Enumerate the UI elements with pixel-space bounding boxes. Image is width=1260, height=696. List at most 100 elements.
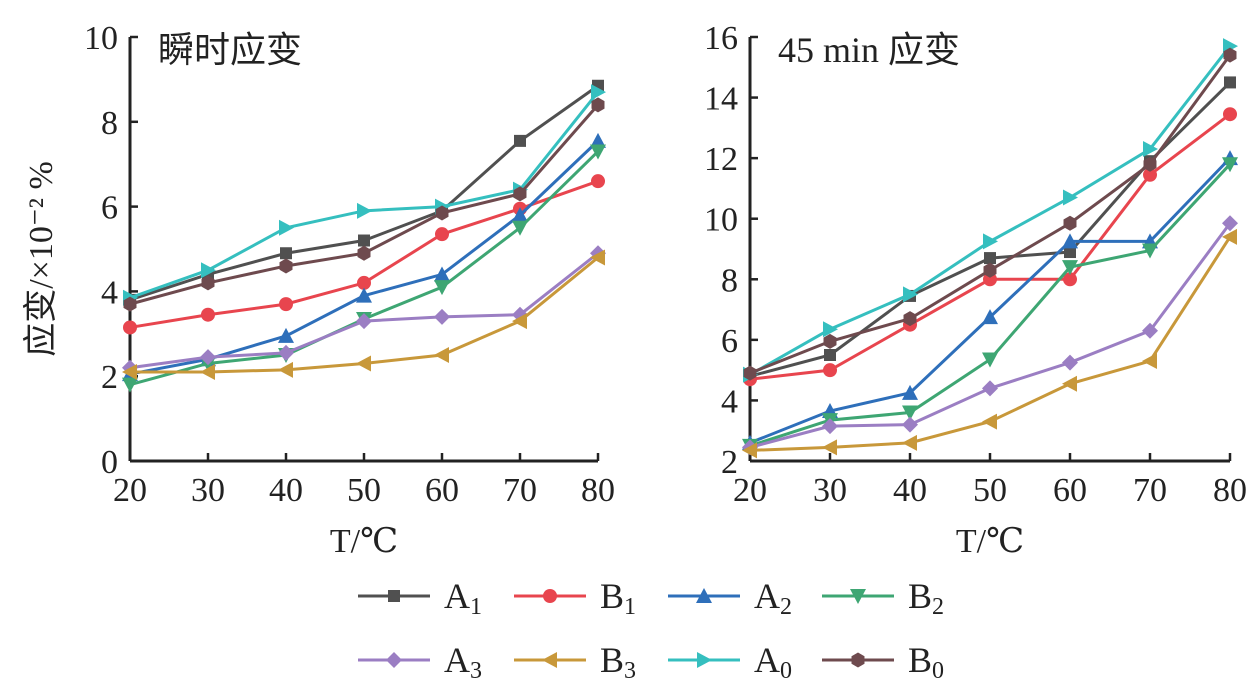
legend-label: A1 <box>444 576 482 620</box>
x-tick-label: 40 <box>269 472 303 509</box>
x-tick-label: 80 <box>1213 472 1247 509</box>
x-tick-label: 70 <box>1133 472 1167 509</box>
series-line <box>749 45 1232 376</box>
x-tick-label: 20 <box>113 472 147 509</box>
series-A0 <box>743 38 1238 383</box>
legend-entry: A3 <box>358 640 482 684</box>
legend-label: B3 <box>600 640 636 684</box>
data-point <box>513 186 527 202</box>
x-tick-label: 70 <box>503 472 537 509</box>
data-point <box>434 347 449 363</box>
legend-label: B1 <box>600 576 636 620</box>
data-point <box>356 287 372 303</box>
legend-marker <box>851 652 865 668</box>
y-tick-label: 8 <box>721 262 738 299</box>
legend-label: A2 <box>754 576 792 620</box>
y-tick-label: 12 <box>704 141 738 178</box>
y-tick-label: 6 <box>101 190 118 227</box>
data-point <box>591 174 605 189</box>
data-point <box>1223 107 1237 122</box>
legend-entry: B0 <box>822 640 944 684</box>
series-A2 <box>742 150 1238 450</box>
series-B3 <box>122 249 605 380</box>
legend-marker <box>697 652 712 668</box>
data-point <box>434 266 450 282</box>
data-point <box>278 327 294 343</box>
data-point <box>280 247 292 260</box>
legend-subscript: 0 <box>932 658 944 684</box>
data-point <box>278 361 293 378</box>
data-point <box>823 321 838 338</box>
series-B0 <box>123 97 605 312</box>
data-point <box>983 233 998 250</box>
y-tick-label: 10 <box>704 202 738 239</box>
data-point <box>200 349 216 366</box>
data-point <box>1064 246 1076 259</box>
series-line <box>129 91 600 300</box>
data-point <box>903 311 917 327</box>
x-tick-label: 50 <box>347 472 381 509</box>
data-point <box>902 416 918 433</box>
data-point <box>1143 156 1157 172</box>
data-point <box>1222 228 1237 245</box>
legend-marker <box>696 588 712 603</box>
x-tick-label: 30 <box>191 472 225 509</box>
chart-2: 2 4 6 8 10 12 14 16 20 30 40 50 60 70 80 T/℃ 45 min 应变 <box>704 20 1247 560</box>
legend-marker <box>542 652 557 668</box>
series-A1 <box>124 79 604 306</box>
x-tick-label: 30 <box>813 472 847 509</box>
legend-subscript: 3 <box>624 658 636 684</box>
data-point <box>902 434 917 451</box>
data-point <box>279 258 293 274</box>
y-tick-label: 16 <box>704 20 738 57</box>
data-point <box>1223 47 1237 63</box>
y-tick-label: 4 <box>101 274 118 311</box>
x-tick-label: 60 <box>1053 472 1087 509</box>
data-point <box>903 286 918 303</box>
data-point <box>823 333 837 349</box>
legend-marker <box>388 590 400 602</box>
legend-letter: B <box>600 576 624 616</box>
legend-entry: B3 <box>514 640 636 684</box>
data-point <box>201 275 215 291</box>
data-point <box>357 202 372 219</box>
data-point <box>822 418 838 435</box>
data-point <box>1062 375 1077 392</box>
legend-marker <box>850 589 866 604</box>
chart-title: 瞬时应变 <box>158 30 302 70</box>
x-axis-label: T/℃ <box>330 523 398 560</box>
legend-label: B0 <box>908 640 944 684</box>
data-point <box>200 363 215 380</box>
legend-letter: A <box>754 640 780 680</box>
series-B2 <box>122 144 606 393</box>
series-A3 <box>742 215 1238 456</box>
legend-label: A0 <box>754 640 792 684</box>
data-point <box>982 380 998 397</box>
data-point <box>824 349 836 361</box>
data-point <box>356 355 371 372</box>
data-point <box>357 245 371 261</box>
x-tick-label: 20 <box>733 472 767 509</box>
data-point <box>358 234 370 247</box>
legend-entry: B1 <box>514 576 636 620</box>
y-tick-label: 8 <box>101 105 118 142</box>
data-point <box>512 313 527 330</box>
legend-entry: A0 <box>668 640 792 684</box>
y-tick-label: 10 <box>84 20 118 57</box>
data-point <box>590 132 606 148</box>
data-point <box>278 344 294 361</box>
data-point <box>1222 215 1238 232</box>
data-point <box>590 249 605 266</box>
series-line <box>749 163 1232 448</box>
data-point <box>512 207 528 223</box>
legend-letter: B <box>908 576 932 616</box>
legend-subscript: 2 <box>932 594 944 620</box>
data-point <box>1142 322 1158 339</box>
x-tick-label: 50 <box>973 472 1007 509</box>
data-point <box>1062 233 1078 249</box>
data-point <box>982 352 998 368</box>
data-point <box>1063 189 1078 206</box>
